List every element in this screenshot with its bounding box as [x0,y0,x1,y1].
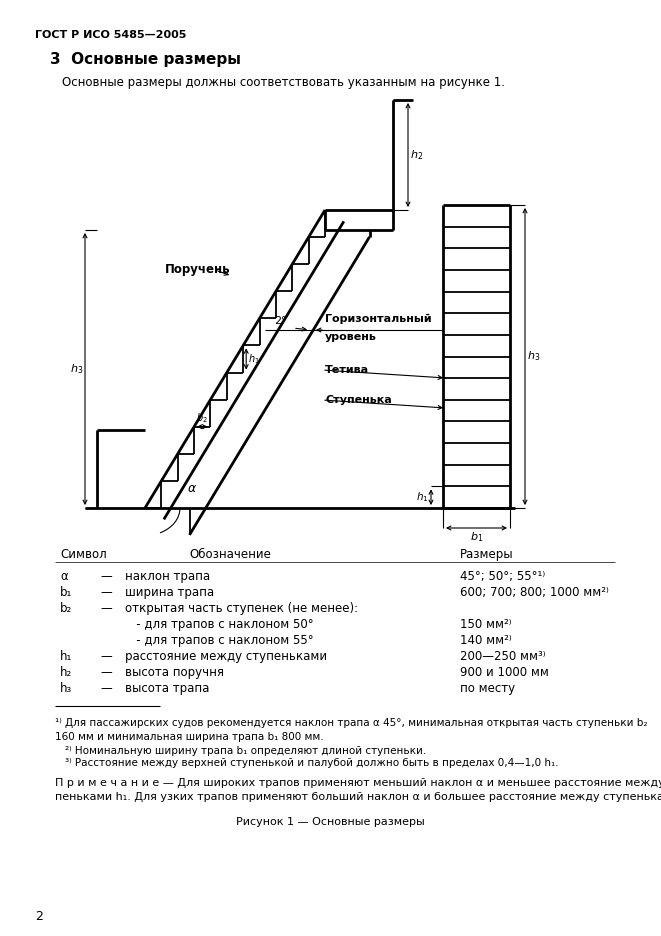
Text: Тетива: Тетива [325,365,369,375]
Text: b₁: b₁ [60,586,72,599]
Text: 900 и 1000 мм: 900 и 1000 мм [460,666,549,679]
Text: 600; 700; 800; 1000 мм²⁾: 600; 700; 800; 1000 мм²⁾ [460,586,609,599]
Text: 150 мм²⁾: 150 мм²⁾ [460,618,512,631]
Text: 200—250 мм³⁾: 200—250 мм³⁾ [460,650,545,663]
Text: $\alpha$: $\alpha$ [187,481,197,494]
Text: —: — [100,682,112,695]
Text: 160 мм и минимальная ширина трапа b₁ 800 мм.: 160 мм и минимальная ширина трапа b₁ 800… [55,732,324,742]
Text: $h_3$: $h_3$ [527,350,540,363]
Text: $h_3$: $h_3$ [69,362,83,376]
Text: ²⁾ Номинальную ширину трапа b₁ определяют длиной ступеньки.: ²⁾ Номинальную ширину трапа b₁ определяю… [65,746,426,756]
Text: по месту: по месту [460,682,515,695]
Text: —: — [100,602,112,615]
Text: α: α [60,570,67,583]
Text: h₃: h₃ [60,682,72,695]
Text: - для трапов с наклоном 55°: - для трапов с наклоном 55° [125,634,313,647]
Text: наклон трапа: наклон трапа [125,570,210,583]
Text: Размеры: Размеры [460,548,514,561]
Text: 45°; 50°; 55°¹⁾: 45°; 50°; 55°¹⁾ [460,570,545,583]
Text: Символ: Символ [60,548,106,561]
Text: уровень: уровень [325,332,377,342]
Text: ³⁾ Расстояние между верхней ступенькой и палубой должно быть в пределах 0,4—1,0 : ³⁾ Расстояние между верхней ступенькой и… [65,758,559,768]
Text: П р и м е ч а н и е — Для широких трапов применяют меньший наклон α и меньшее ра: П р и м е ч а н и е — Для широких трапов… [55,778,661,788]
Text: ширина трапа: ширина трапа [125,586,214,599]
Text: 2°: 2° [274,316,287,326]
Text: h₂: h₂ [60,666,72,679]
Text: Ступенька: Ступенька [325,395,392,405]
Text: Обозначение: Обозначение [189,548,271,561]
Text: —: — [100,586,112,599]
Text: - для трапов с наклоном 50°: - для трапов с наклоном 50° [125,618,313,631]
Text: 2: 2 [35,910,43,923]
Text: —: — [100,666,112,679]
Text: ГОСТ Р ИСО 5485—2005: ГОСТ Р ИСО 5485—2005 [35,30,186,40]
Text: h₁: h₁ [60,650,72,663]
Text: Основные размеры должны соответствовать указанным на рисунке 1.: Основные размеры должны соответствовать … [62,76,505,89]
Text: пеньками h₁. Для узких трапов применяют больший наклон α и большее расстояние ме: пеньками h₁. Для узких трапов применяют … [55,792,661,802]
Text: b₂: b₂ [60,602,72,615]
Text: $h_1$: $h_1$ [416,490,429,505]
Text: Горизонтальный: Горизонтальный [325,314,432,324]
Text: Рисунок 1 — Основные размеры: Рисунок 1 — Основные размеры [235,817,424,827]
Text: Поручень: Поручень [165,264,231,276]
Text: 3  Основные размеры: 3 Основные размеры [50,52,241,67]
Text: —: — [100,650,112,663]
Text: $h_2$: $h_2$ [410,148,423,162]
Text: расстояние между ступеньками: расстояние между ступеньками [125,650,327,663]
Text: высота поручня: высота поручня [125,666,224,679]
Text: 140 мм²⁾: 140 мм²⁾ [460,634,512,647]
Text: ¹⁾ Для пассажирских судов рекомендуется наклон трапа α 45°, минимальная открытая: ¹⁾ Для пассажирских судов рекомендуется … [55,718,648,728]
Text: открытая часть ступенек (не менее):: открытая часть ступенек (не менее): [125,602,358,615]
Text: —: — [100,570,112,583]
Text: высота трапа: высота трапа [125,682,210,695]
Text: $h_1$: $h_1$ [248,352,260,366]
Text: $b_2$: $b_2$ [196,411,208,425]
Text: $b_1$: $b_1$ [470,530,483,544]
